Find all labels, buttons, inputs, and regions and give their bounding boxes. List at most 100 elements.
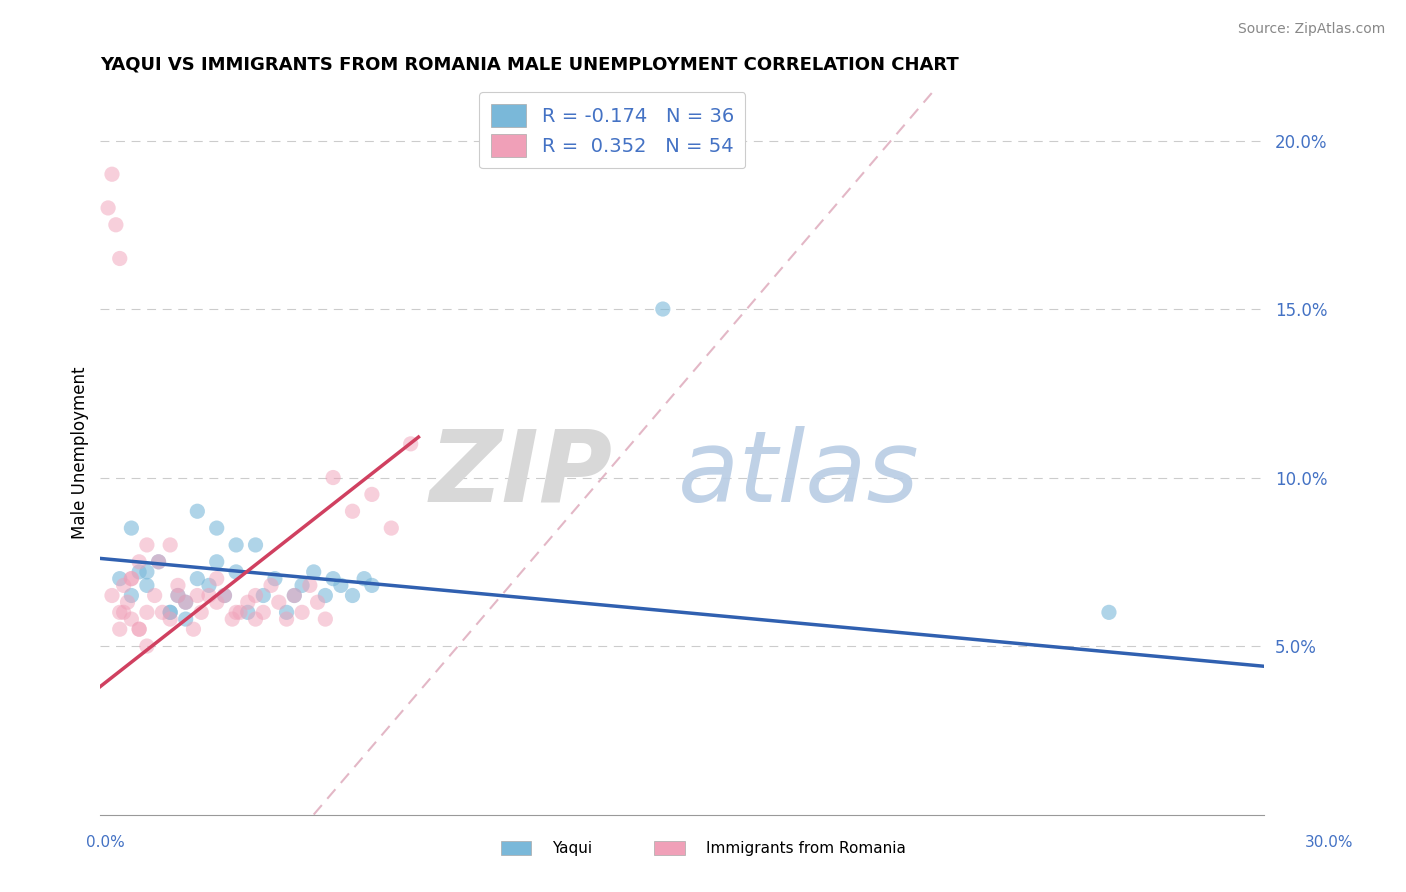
Point bbox=[152, 605, 174, 619]
Point bbox=[236, 595, 259, 609]
Point bbox=[229, 605, 252, 619]
Point bbox=[314, 612, 336, 626]
Point bbox=[120, 612, 142, 626]
Point bbox=[112, 578, 135, 592]
Point bbox=[167, 578, 190, 592]
Point bbox=[267, 595, 290, 609]
Point bbox=[298, 578, 321, 592]
Point bbox=[186, 504, 208, 518]
Text: Source: ZipAtlas.com: Source: ZipAtlas.com bbox=[1237, 22, 1385, 37]
Point bbox=[112, 605, 135, 619]
Point bbox=[135, 538, 157, 552]
Point bbox=[117, 595, 139, 609]
Point bbox=[128, 622, 150, 636]
Point bbox=[198, 589, 221, 603]
Point bbox=[353, 572, 375, 586]
Point bbox=[135, 578, 157, 592]
Point bbox=[101, 589, 124, 603]
Point bbox=[399, 437, 422, 451]
Point bbox=[159, 612, 181, 626]
Point bbox=[307, 595, 329, 609]
Point bbox=[104, 218, 127, 232]
Point bbox=[174, 612, 197, 626]
Point bbox=[159, 605, 181, 619]
Point bbox=[245, 538, 267, 552]
Point bbox=[252, 605, 274, 619]
Point bbox=[276, 605, 298, 619]
Text: ZIP: ZIP bbox=[429, 425, 613, 523]
Point bbox=[342, 589, 364, 603]
Point bbox=[205, 555, 228, 569]
Point bbox=[260, 578, 283, 592]
Point bbox=[183, 622, 205, 636]
Point bbox=[159, 538, 181, 552]
Point bbox=[225, 538, 247, 552]
Text: 30.0%: 30.0% bbox=[1305, 836, 1353, 850]
Point bbox=[97, 201, 120, 215]
Point bbox=[186, 589, 208, 603]
Point bbox=[361, 578, 384, 592]
Point bbox=[186, 572, 208, 586]
Point bbox=[380, 521, 402, 535]
Point bbox=[128, 622, 150, 636]
Point bbox=[148, 555, 170, 569]
Point bbox=[174, 595, 197, 609]
Point bbox=[120, 521, 142, 535]
Point bbox=[264, 572, 287, 586]
Point bbox=[291, 605, 314, 619]
Text: atlas: atlas bbox=[678, 425, 920, 523]
Point bbox=[291, 578, 314, 592]
Point bbox=[245, 612, 267, 626]
Point bbox=[143, 589, 166, 603]
Point bbox=[283, 589, 305, 603]
Point bbox=[225, 605, 247, 619]
Point bbox=[236, 605, 259, 619]
Point bbox=[322, 470, 344, 484]
Point bbox=[322, 572, 344, 586]
Point bbox=[221, 612, 243, 626]
Point bbox=[252, 589, 274, 603]
Point bbox=[342, 504, 364, 518]
Point bbox=[329, 578, 352, 592]
Point bbox=[283, 589, 305, 603]
Legend: R = -0.174   N = 36, R =  0.352   N = 54: R = -0.174 N = 36, R = 0.352 N = 54 bbox=[479, 93, 745, 169]
Point bbox=[128, 565, 150, 579]
Text: 0.0%: 0.0% bbox=[86, 836, 125, 850]
Point bbox=[108, 252, 131, 266]
Text: YAQUI VS IMMIGRANTS FROM ROMANIA MALE UNEMPLOYMENT CORRELATION CHART: YAQUI VS IMMIGRANTS FROM ROMANIA MALE UN… bbox=[100, 55, 959, 73]
Y-axis label: Male Unemployment: Male Unemployment bbox=[72, 366, 89, 539]
Point bbox=[128, 555, 150, 569]
Point bbox=[214, 589, 236, 603]
Point bbox=[159, 605, 181, 619]
Point bbox=[135, 565, 157, 579]
Point bbox=[120, 572, 142, 586]
Point bbox=[101, 167, 124, 181]
Point bbox=[205, 572, 228, 586]
Point bbox=[120, 589, 142, 603]
Point bbox=[135, 605, 157, 619]
Point bbox=[245, 589, 267, 603]
Point bbox=[108, 572, 131, 586]
Text: Immigrants from Romania: Immigrants from Romania bbox=[706, 841, 905, 855]
Point bbox=[205, 521, 228, 535]
Point bbox=[302, 565, 325, 579]
Point bbox=[135, 639, 157, 653]
Point bbox=[225, 565, 247, 579]
Point bbox=[198, 578, 221, 592]
Point bbox=[651, 301, 673, 316]
Point bbox=[190, 605, 212, 619]
Point bbox=[174, 595, 197, 609]
Point bbox=[205, 595, 228, 609]
Text: Yaqui: Yaqui bbox=[553, 841, 593, 855]
Point bbox=[167, 589, 190, 603]
Point bbox=[148, 555, 170, 569]
Point bbox=[1098, 605, 1121, 619]
Point bbox=[108, 622, 131, 636]
Point bbox=[108, 605, 131, 619]
Point bbox=[167, 589, 190, 603]
Point bbox=[276, 612, 298, 626]
Point bbox=[361, 487, 384, 501]
Point bbox=[314, 589, 336, 603]
Point bbox=[120, 572, 142, 586]
Point bbox=[214, 589, 236, 603]
